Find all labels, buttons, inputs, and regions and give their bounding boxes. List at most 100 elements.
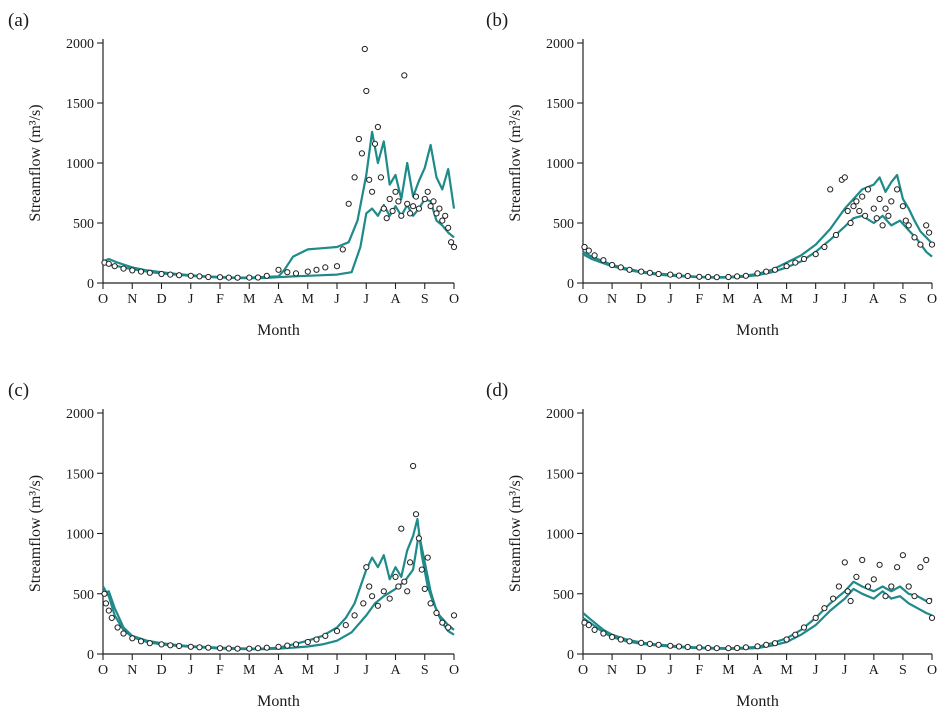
observed-data-point: [234, 645, 241, 652]
observed-data-point: [876, 561, 883, 568]
observed-data-point: [879, 222, 886, 229]
y-axis-title: Streamflow (m³/s): [27, 475, 44, 592]
observed-data-point: [853, 573, 860, 581]
observed-data-point: [436, 205, 443, 212]
observed-data-point: [129, 267, 136, 274]
observed-data-point: [404, 588, 411, 595]
observed-data-point: [928, 614, 936, 622]
observed-data-point: [254, 645, 262, 652]
x-tick-label: N: [127, 663, 137, 678]
y-tick-label: 1000: [546, 528, 574, 543]
observed-data-point: [655, 641, 662, 648]
observed-data-point: [374, 602, 381, 609]
observed-data-point: [844, 588, 851, 595]
observed-data-point: [395, 198, 402, 205]
x-tick-label: J: [668, 663, 674, 678]
observed-data-point: [292, 270, 300, 277]
observed-data-point: [591, 626, 598, 634]
observed-data-point: [899, 203, 907, 210]
observed-data-point: [734, 644, 741, 652]
observed-data-point: [646, 640, 654, 648]
y-tick-label: 500: [553, 588, 574, 603]
observed-data-point: [783, 636, 790, 643]
x-tick-label: M: [780, 292, 793, 307]
observed-data-point: [888, 583, 895, 590]
x-tick-label: S: [899, 292, 907, 307]
observed-data-point: [339, 246, 346, 253]
observed-data-point: [351, 612, 358, 619]
y-tick-label: 1500: [66, 467, 94, 482]
y-tick-label: 0: [87, 277, 94, 292]
x-tick-label: D: [636, 292, 646, 307]
observed-data-point: [401, 72, 408, 79]
observed-data-point: [275, 266, 282, 273]
y-tick-label: 1500: [546, 97, 574, 112]
x-tick-label: A: [869, 663, 880, 678]
observed-data-point: [105, 607, 112, 614]
observed-data-point: [725, 645, 732, 652]
x-tick-label: M: [722, 663, 735, 678]
observed-data-point: [917, 241, 924, 248]
observed-data-point: [445, 224, 452, 231]
x-tick-label: J: [364, 663, 370, 678]
observed-data-point: [225, 645, 232, 652]
observed-data-point: [655, 270, 662, 278]
observed-data-point: [675, 272, 683, 279]
observed-data-point: [322, 632, 329, 640]
observed-data-point: [167, 642, 174, 649]
x-tick-label: M: [243, 292, 256, 307]
observed-data-point: [386, 595, 393, 602]
observed-data-point: [225, 274, 232, 281]
x-tick-label: A: [752, 663, 763, 678]
observed-data-point: [187, 272, 194, 279]
y-tick-label: 0: [567, 648, 574, 663]
observed-data-point: [407, 559, 414, 566]
observed-data-point: [617, 636, 624, 643]
observed-data-point: [725, 273, 732, 281]
observed-data-point: [754, 643, 761, 650]
observed-data-point: [196, 273, 203, 280]
x-tick-label: D: [156, 292, 166, 307]
observed-data-point: [363, 87, 370, 95]
observed-data-point: [392, 188, 399, 195]
observed-data-point: [433, 210, 440, 217]
observed-data-point: [742, 272, 750, 279]
observed-data-point: [369, 593, 376, 600]
observed-data-point: [870, 205, 877, 212]
observed-data-point: [847, 219, 854, 227]
observed-data-point: [313, 266, 320, 273]
simulated-series-line: [582, 580, 933, 650]
x-tick-label: J: [188, 292, 194, 307]
x-tick-label: S: [899, 663, 907, 678]
y-tick-label: 2000: [546, 407, 574, 422]
observed-data-point: [398, 525, 405, 532]
observed-data-point: [917, 564, 924, 571]
observed-data-point: [358, 150, 365, 157]
observed-data-point: [754, 270, 761, 277]
x-tick-label: O: [578, 663, 588, 678]
x-tick-label: D: [156, 663, 166, 678]
observed-data-point: [864, 186, 872, 193]
observed-data-point: [609, 261, 616, 269]
observed-data-point: [923, 556, 930, 564]
observed-data-point: [333, 628, 341, 635]
observed-data-point: [439, 619, 446, 626]
x-tick-label: F: [216, 663, 224, 678]
observed-data-point: [292, 641, 300, 648]
observed-data-point: [581, 243, 588, 251]
observed-data-point: [383, 215, 390, 222]
chart-panel: (a) 0 500 1000 1500 2000 O N D J F M A M J J A S O Month Str…: [8, 10, 459, 339]
observed-data-point: [366, 176, 373, 183]
observed-data-point: [380, 205, 387, 212]
observed-data-point: [415, 535, 422, 542]
panel-label: (b): [486, 10, 508, 31]
x-tick-label: D: [636, 663, 646, 678]
observed-data-point: [792, 259, 799, 266]
observed-data-point: [870, 576, 877, 583]
observed-data-point: [800, 624, 808, 631]
observed-data-point: [439, 217, 446, 224]
observed-data-point: [304, 268, 311, 275]
x-tick-label: M: [780, 663, 793, 678]
y-tick-label: 2000: [66, 37, 94, 52]
observed-data-point: [404, 200, 411, 207]
